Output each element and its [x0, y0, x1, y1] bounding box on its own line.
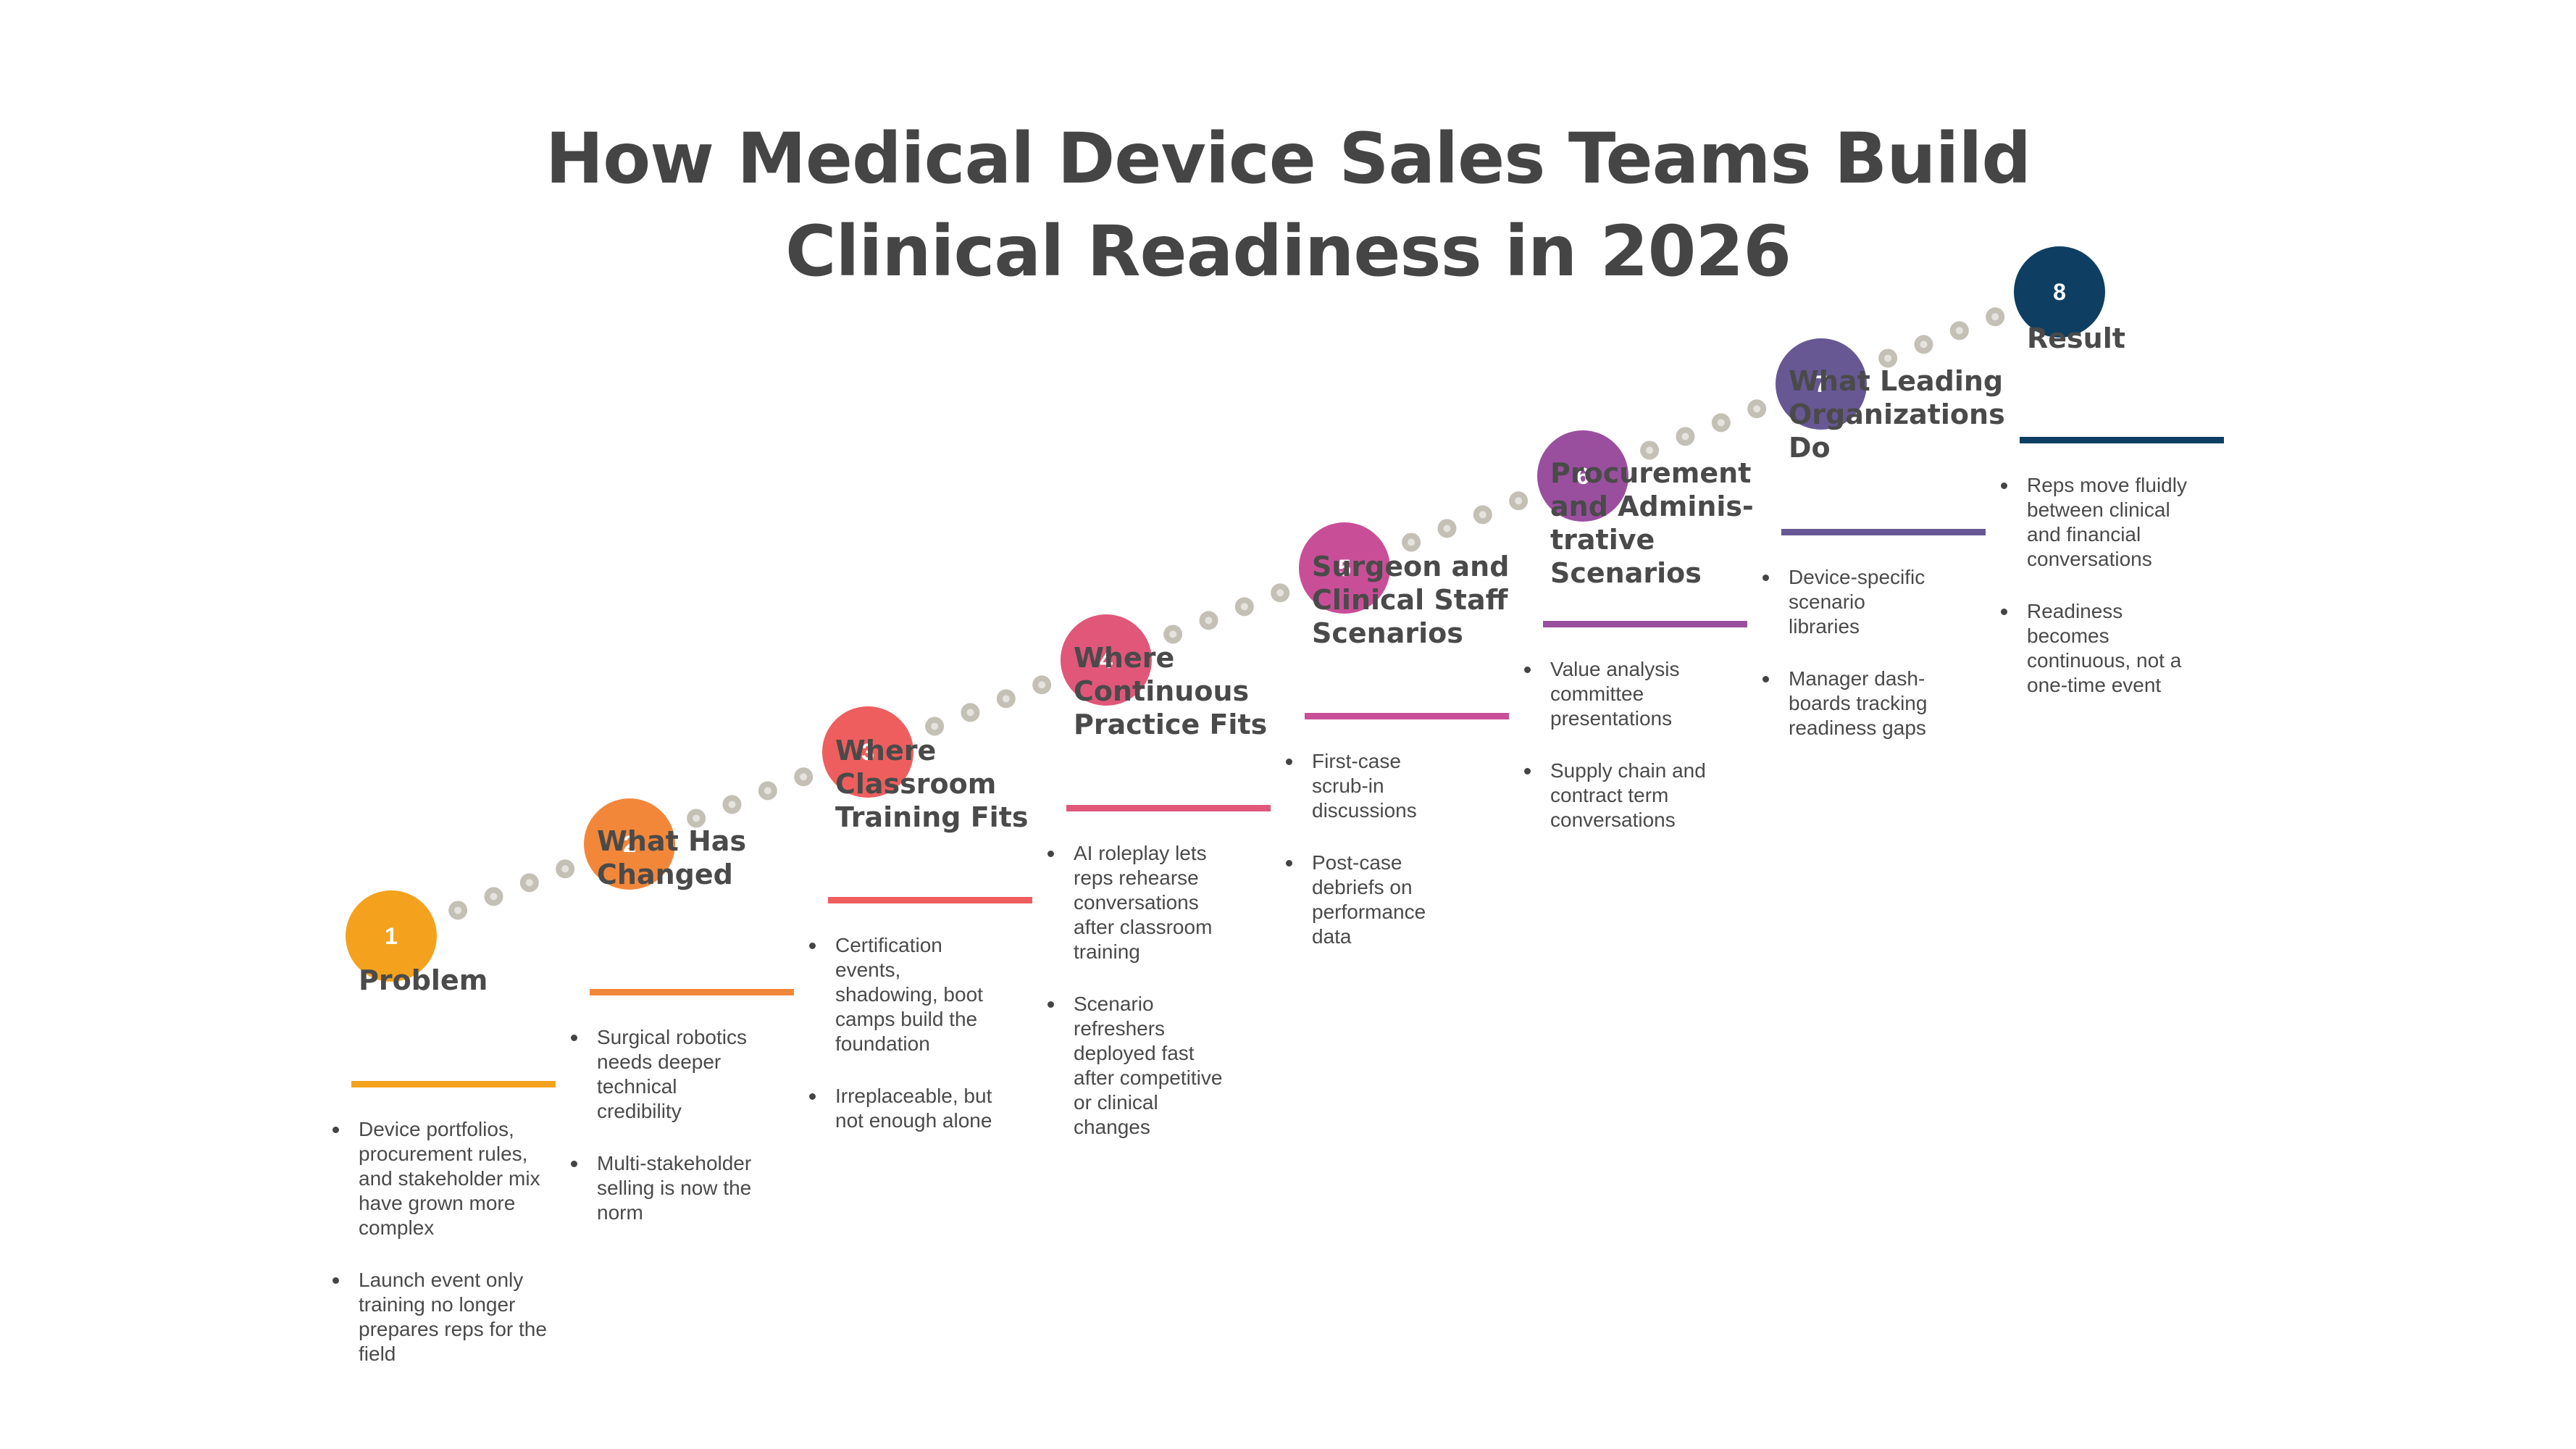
step-2-rule — [590, 989, 794, 995]
step-4-rule — [1066, 805, 1271, 811]
connector-dot — [519, 873, 539, 893]
step-5-rule — [1305, 713, 1509, 719]
connector-dot — [1914, 335, 1933, 354]
connector-dot — [925, 717, 945, 736]
connector-dot — [1402, 533, 1421, 552]
connector-dot — [1437, 519, 1457, 538]
step-2-bullet-1: Surgical robotics needs deeper technical… — [568, 1025, 764, 1124]
connector-dot — [996, 689, 1016, 709]
connector-dot — [1473, 505, 1492, 525]
connector-dot — [556, 859, 575, 879]
step-4-circle: 4 — [1061, 614, 1152, 706]
connector-dot — [1199, 611, 1218, 630]
step-8-bullet-2: Readiness becomes continuous, not a one-… — [1998, 599, 2208, 698]
connector-dot — [1747, 399, 1767, 419]
connector-dot — [448, 901, 468, 920]
step-2-bullets: Surgical robotics needs deeper technical… — [568, 1025, 764, 1253]
step-8-bullets: Reps move fluidly between clinical and f… — [1998, 473, 2208, 725]
connector-dot — [1640, 440, 1660, 460]
step-1-bullet-2: Launch event only training no longer pre… — [330, 1268, 547, 1366]
connector-dot — [1878, 348, 1898, 368]
step-8-heading: Result — [2027, 322, 2125, 354]
step-7-circle: 7 — [1776, 338, 1867, 430]
step-1-bullet-1: Device portfolios, procurement rules, an… — [330, 1117, 547, 1240]
connector-dot — [1032, 675, 1052, 695]
step-6-bullet-2: Supply chain and contract term conversat… — [1521, 759, 1717, 832]
step-3-circle: 3 — [822, 706, 913, 798]
step-7-rule — [1781, 529, 1986, 535]
step-5-heading: Surgeon and Clinical Staff Scenarios — [1312, 551, 1510, 649]
connector-dot — [1986, 307, 2005, 327]
step-6-bullets: Value analysis committee presentations Su… — [1521, 657, 1717, 860]
connector-dot — [484, 887, 503, 906]
step-1-bullets: Device portfolios, procurement rules, an… — [330, 1117, 547, 1394]
title-line-1: How Medical Device Sales Teams Build — [545, 118, 2031, 199]
step-6-bullet-1: Value analysis committee presentations — [1521, 657, 1717, 731]
step-4-bullets: AI roleplay lets reps rehearse conversat… — [1045, 841, 1240, 1167]
step-2-circle: 2 — [584, 798, 675, 890]
step-1-circle: 1 — [346, 890, 437, 982]
step-1-heading: Problem — [359, 964, 488, 996]
connector-dot — [722, 795, 742, 814]
connector-dot — [961, 703, 980, 722]
step-5-bullet-2: Post-case debriefs on performance data — [1283, 851, 1450, 949]
step-6-heading: Procurement and Adminis-trative Scenario… — [1550, 457, 1754, 589]
step-7-bullets: Device-specific scenario libraries Manage… — [1760, 565, 1941, 768]
step-1-rule — [351, 1081, 556, 1087]
step-2-bullet-2: Multi-stakeholder selling is now the nor… — [568, 1151, 764, 1225]
step-7-heading: What Leading Organizations Do — [1789, 365, 2005, 464]
step-5-bullet-1: First-case scrub-in discussions — [1283, 749, 1450, 823]
connector-dot — [1234, 597, 1254, 617]
page-title: How Medical Device Sales Teams Build Cli… — [0, 112, 2576, 298]
step-3-bullets: Certification events, shadowing, boot ca… — [806, 933, 1002, 1161]
connector-dot — [687, 809, 706, 828]
connector-dot — [1949, 321, 1969, 341]
connector-dot — [1163, 625, 1183, 644]
step-6-circle: 6 — [1537, 430, 1628, 522]
step-3-rule — [828, 897, 1032, 903]
step-7-bullet-2: Manager dash-boards tracking readiness g… — [1760, 667, 1941, 740]
step-4-heading: Where Continuous Practice Fits — [1074, 642, 1268, 740]
step-5-bullets: First-case scrub-in discussions Post-case… — [1283, 749, 1450, 977]
step-3-heading: Where Classroom Training Fits — [835, 735, 1029, 833]
title-line-2: Clinical Readiness in 2026 — [785, 211, 1791, 292]
connector-dot — [1271, 583, 1290, 603]
step-5-circle: 5 — [1299, 522, 1390, 614]
step-3-bullet-1: Certification events, shadowing, boot ca… — [806, 933, 1002, 1056]
step-2-heading: What Has Changed — [597, 825, 747, 890]
step-6-rule — [1543, 621, 1747, 627]
step-8-circle: 8 — [2014, 246, 2105, 338]
connector-dot — [1509, 491, 1529, 511]
step-4-bullet-1: AI roleplay lets reps rehearse conversat… — [1045, 841, 1240, 964]
step-8-rule — [2020, 437, 2224, 443]
step-3-bullet-2: Irreplaceable, but not enough alone — [806, 1084, 1002, 1133]
step-4-bullet-2: Scenario refreshers deployed fast after … — [1045, 992, 1240, 1140]
connector-dot — [758, 781, 777, 801]
step-7-bullet-1: Device-specific scenario libraries — [1760, 565, 1941, 639]
connector-dot — [1711, 413, 1731, 433]
step-8-bullet-1: Reps move fluidly between clinical and f… — [1998, 473, 2208, 572]
connector-dot — [794, 767, 814, 787]
connector-dot — [1676, 427, 1695, 446]
